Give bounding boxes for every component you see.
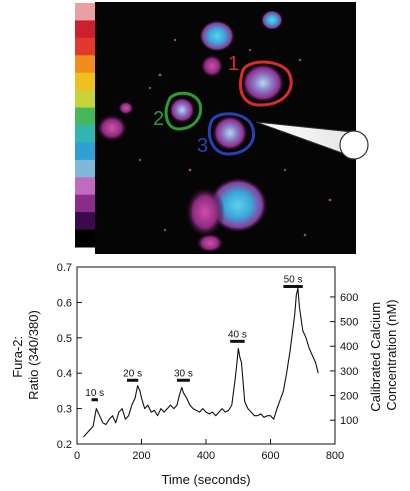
x-tick-label: 400 <box>197 450 215 462</box>
roi-1-label: 1 <box>228 53 239 75</box>
y-tick-label: 0.2 <box>57 439 72 451</box>
y2-tick-label: 200 <box>340 391 358 403</box>
cell-image <box>212 115 248 151</box>
x-tick-label: 200 <box>132 450 150 462</box>
color-scale-segment <box>75 159 95 178</box>
cell-image <box>241 63 285 103</box>
color-scale-segment <box>75 37 95 56</box>
stimulus-label: 10 s <box>85 388 104 399</box>
cell-image <box>169 97 195 123</box>
roi-1-outline <box>238 60 293 107</box>
y2-tick-label: 100 <box>340 415 358 427</box>
y-tick-label: 0.4 <box>57 368 72 380</box>
color-scale-segment <box>75 177 95 196</box>
y2-tick-label: 300 <box>340 366 358 378</box>
roi-2-label: 2 <box>153 108 164 130</box>
stimulus-label: 50 s <box>284 274 303 285</box>
color-scale-segment <box>75 72 95 91</box>
color-scale-segment <box>75 90 95 109</box>
stimulus-label: 30 s <box>174 368 193 379</box>
color-scale-segment <box>75 229 95 248</box>
color-scale-bar <box>75 3 95 248</box>
cell-image <box>196 233 224 253</box>
color-scale-segment <box>75 107 95 126</box>
calcium-trace-chart: 0 200 400 600 800 0.2 0.3 0.4 0.5 0.6 0.7 100 200 3… <box>10 262 399 487</box>
color-scale-segment <box>75 20 95 39</box>
y2-axis-title-line-2: Concentration (nM) <box>384 299 399 410</box>
color-scale-segment <box>75 3 95 21</box>
stimulus-label: 20 s <box>123 368 142 379</box>
y2-tick-label: 400 <box>340 341 358 353</box>
color-scale-segment <box>75 142 95 161</box>
x-axis-title: Time (seconds) <box>161 472 250 487</box>
y2-tick-label: 500 <box>340 317 358 329</box>
x-tick-label: 600 <box>261 450 279 462</box>
cell-image <box>200 54 224 78</box>
roi-3-label: 3 <box>197 135 208 157</box>
y-tick-label: 0.6 <box>57 297 72 309</box>
roi-2-outline <box>164 91 203 131</box>
cell-image <box>118 101 134 115</box>
cell-image <box>261 10 283 30</box>
color-scale-segment <box>75 194 95 213</box>
color-scale-segment <box>75 125 95 143</box>
y2-axis-title-line-1: Calibrated Calcium <box>368 302 383 412</box>
y2-tick-label: 600 <box>340 292 358 304</box>
x-tick-label: 0 <box>74 450 80 462</box>
y-axis-title-line-1: Fura-2: <box>10 336 25 378</box>
color-scale-segment <box>75 212 95 231</box>
x-axis: 0 200 400 600 800 <box>74 439 344 462</box>
stimulus-bars: 10 s 20 s 30 s 40 s 50 s <box>85 274 303 402</box>
y-tick-label: 0.7 <box>57 262 72 274</box>
cell-image <box>199 20 235 52</box>
y-tick-label: 0.3 <box>57 404 72 416</box>
x-tick-label: 800 <box>326 450 344 462</box>
roi-3-outline <box>207 112 255 156</box>
micrograph-panel: 1 2 3 <box>75 2 369 254</box>
y-axis-title: Fura-2: Ratio (340/380) <box>10 310 41 400</box>
y-axis-left: 0.2 0.3 0.4 0.5 0.6 0.7 <box>57 262 82 451</box>
ratio-trace <box>83 287 319 438</box>
y-axis-right: 100 200 300 400 500 600 <box>330 292 358 427</box>
y-axis-title-line-2: Ratio (340/380) <box>26 310 41 400</box>
cell-image <box>96 114 128 142</box>
color-scale-segment <box>75 55 95 74</box>
series-layer <box>83 287 319 438</box>
stimulus-label: 40 s <box>228 329 247 340</box>
y-tick-label: 0.5 <box>57 333 72 345</box>
magnifier-lens <box>339 130 369 160</box>
y2-axis-title: Calibrated Calcium Concentration (nM) <box>368 298 399 411</box>
cell-image <box>185 186 225 238</box>
